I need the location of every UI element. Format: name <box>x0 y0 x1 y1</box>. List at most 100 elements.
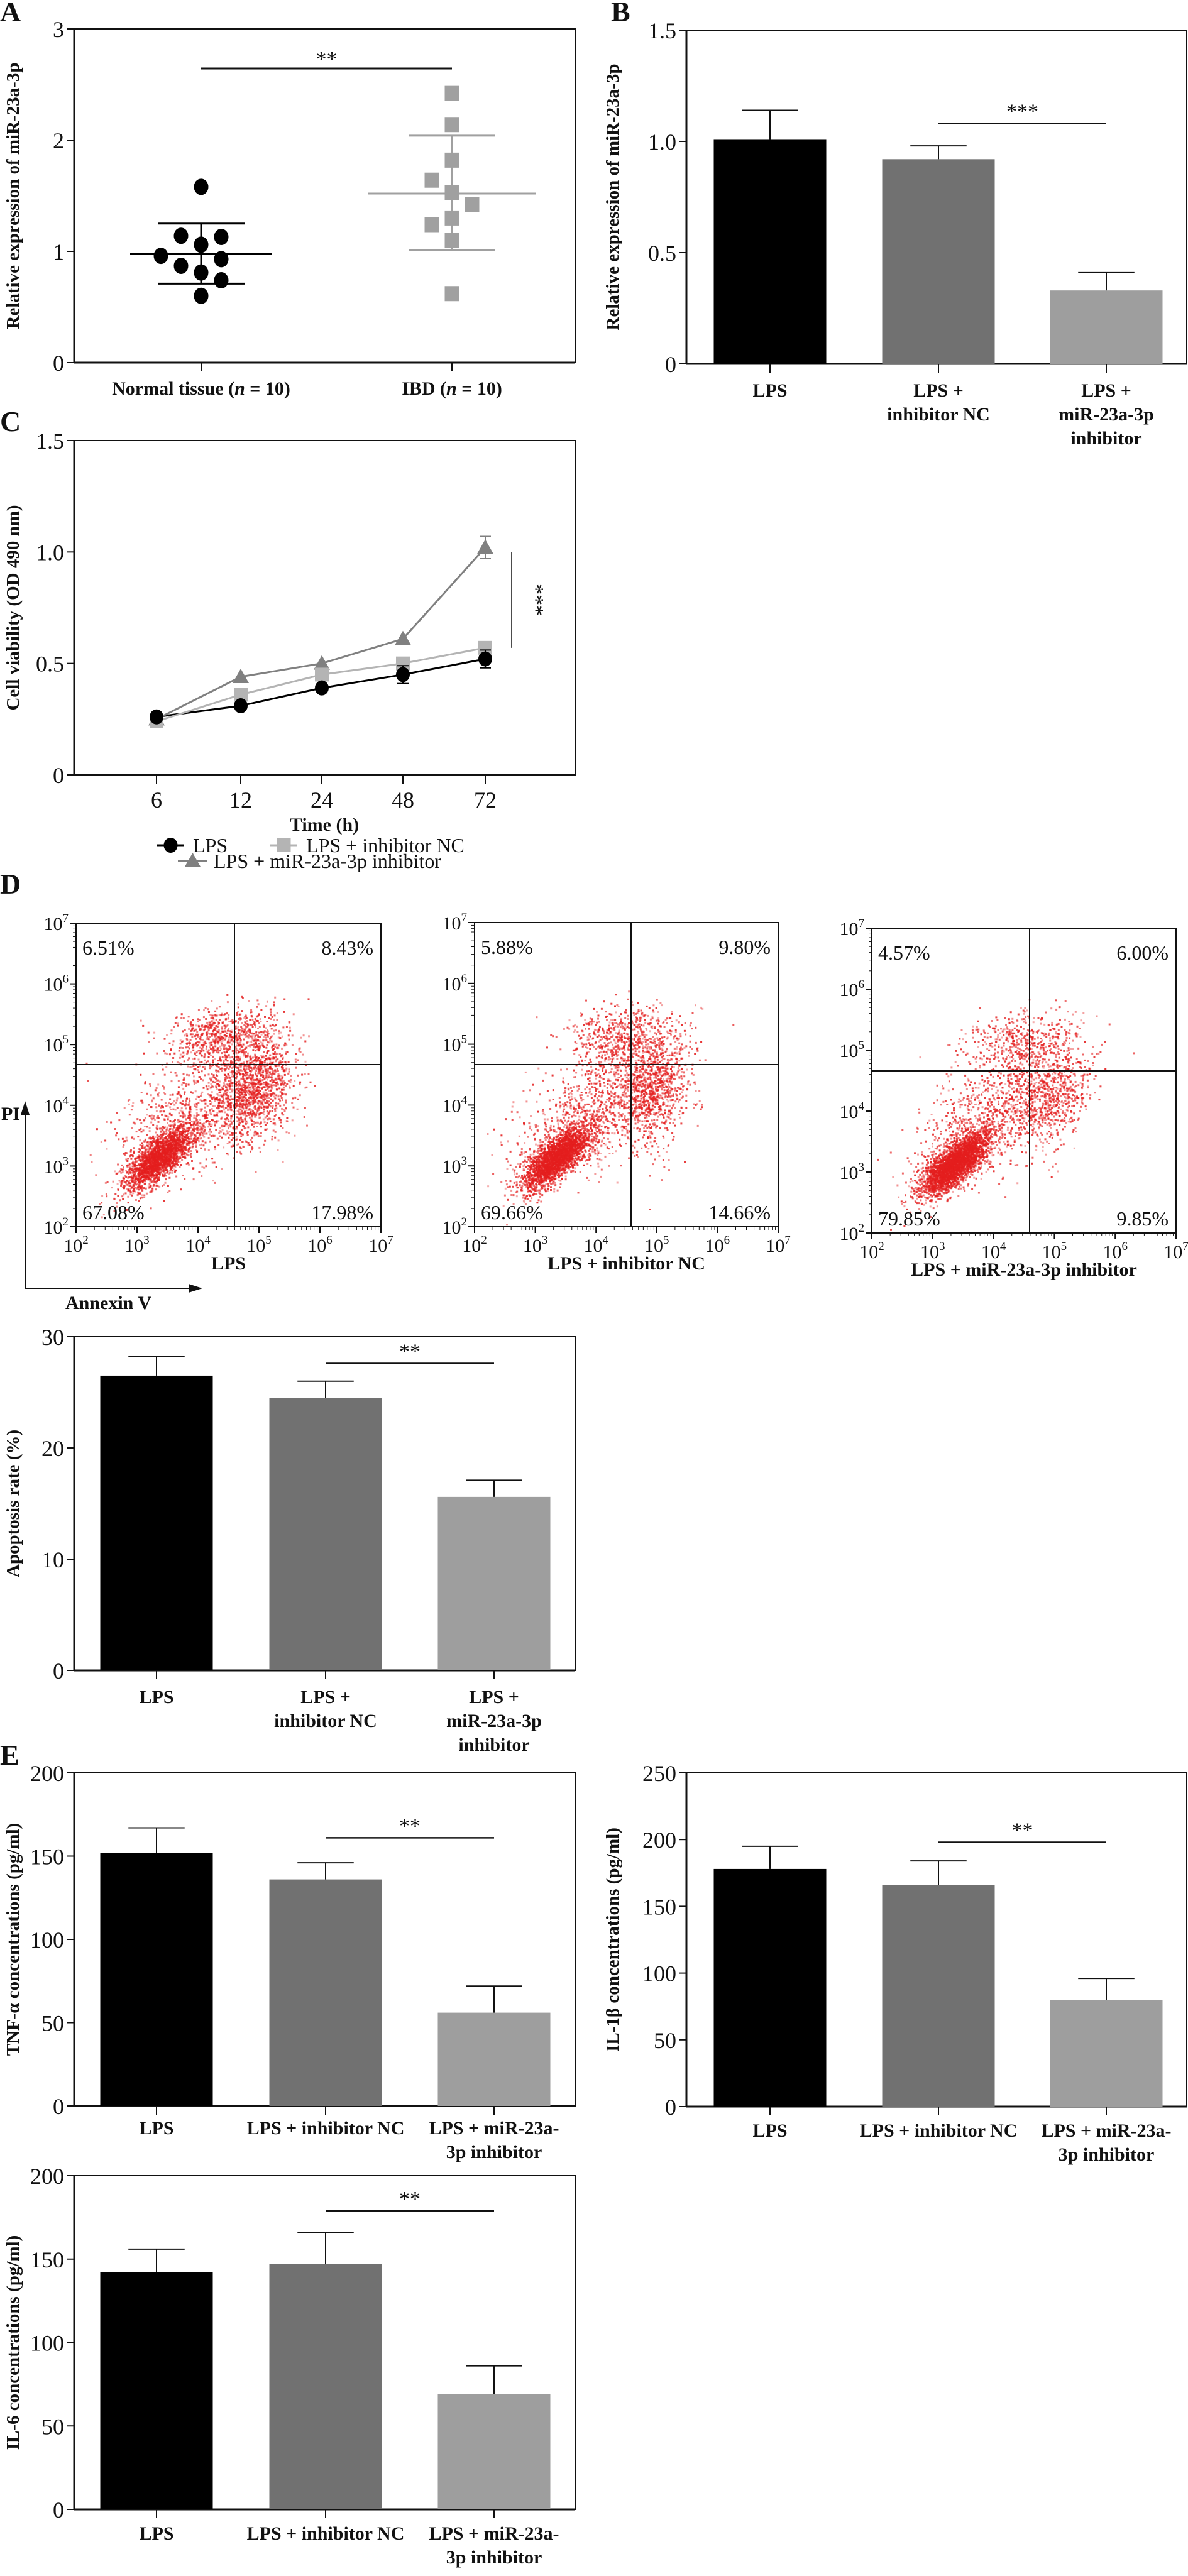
flow-dot <box>260 1067 263 1070</box>
flow-dot <box>299 1051 302 1053</box>
flow-dot <box>263 1065 266 1068</box>
flow-dot <box>211 1091 213 1093</box>
flow-dot <box>209 1014 211 1016</box>
flow-dot <box>248 1077 250 1079</box>
flow-dot <box>287 1080 290 1082</box>
flow-dot <box>144 1149 146 1151</box>
flow-dot <box>247 1085 249 1088</box>
flow-dot <box>152 1147 155 1149</box>
flow-dot <box>163 1173 166 1176</box>
flow-dot <box>207 1024 209 1026</box>
flow-dot <box>243 1093 246 1096</box>
flow-dot <box>163 1139 166 1142</box>
flow-dot <box>150 1148 153 1150</box>
flow-dot <box>182 1130 185 1132</box>
flow-dot <box>172 1137 173 1139</box>
flow-dot <box>228 1039 230 1041</box>
flow-dot <box>267 1113 270 1115</box>
flow-dot <box>245 1015 248 1017</box>
flow-dot <box>202 1041 205 1044</box>
flow-dot <box>288 1132 290 1134</box>
flow-dot <box>211 1020 213 1022</box>
flow-dot <box>265 1081 267 1083</box>
flow-dot <box>129 1171 131 1173</box>
flow-dot <box>211 1024 213 1027</box>
flow-dot <box>239 1131 242 1133</box>
flow-dot <box>210 1086 212 1088</box>
flow-dot <box>201 1091 204 1093</box>
flow-dot <box>175 1127 178 1129</box>
flow-dot <box>204 1148 206 1151</box>
flow-dot <box>143 1194 146 1197</box>
flow-dot <box>141 1142 143 1144</box>
flow-dot <box>151 1160 153 1162</box>
flow-dot <box>211 1027 213 1029</box>
significance-label: *** <box>1006 101 1038 124</box>
flow-dot <box>221 1102 223 1104</box>
flow-dot <box>256 999 259 1002</box>
flow-dot <box>152 1155 155 1157</box>
flow-dot <box>204 1099 206 1101</box>
flow-dot <box>180 1125 182 1127</box>
flow-dot <box>189 1066 192 1068</box>
flow-dot <box>140 1146 143 1149</box>
flow-dot <box>221 1028 224 1030</box>
flow-dot <box>226 994 229 996</box>
flow-dot <box>206 1036 209 1039</box>
flow-dot <box>228 1054 230 1056</box>
flow-dot <box>275 1053 277 1056</box>
flow-dot <box>177 1159 179 1161</box>
flow-dot <box>170 1049 172 1051</box>
flow-dot <box>266 1044 268 1046</box>
flow-dot <box>188 1126 190 1129</box>
flow-dot <box>129 1191 132 1193</box>
flow-dot <box>156 1128 158 1131</box>
flow-dot <box>254 1034 256 1037</box>
flow-dot <box>259 1036 261 1038</box>
flow-dot <box>255 1115 257 1118</box>
flow-dot <box>250 1061 252 1064</box>
flow-dot <box>287 1073 290 1075</box>
flow-dot <box>209 1054 212 1056</box>
flow-dot <box>258 1022 260 1024</box>
flow-dot <box>132 1180 135 1181</box>
flow-dot <box>140 1131 143 1133</box>
flow-dot <box>245 1141 248 1143</box>
flow-dot <box>167 1185 169 1187</box>
flow-dot <box>153 1170 155 1173</box>
flow-dot <box>241 1049 244 1051</box>
flow-dot <box>207 1049 210 1051</box>
flow-dot <box>251 1077 254 1080</box>
flow-dot <box>266 1128 268 1131</box>
flow-dot <box>278 1077 281 1080</box>
flow-dot <box>153 1137 155 1140</box>
flow-dot <box>282 1080 285 1083</box>
category-rest: = 10) <box>245 378 290 399</box>
flow-dot <box>246 1092 249 1094</box>
flow-dot <box>228 1048 231 1050</box>
flow-dot <box>146 1170 148 1173</box>
flow-dot <box>145 1175 147 1178</box>
flow-dot <box>244 1105 246 1108</box>
flow-dot <box>129 1182 131 1185</box>
flow-dot <box>267 1095 269 1097</box>
flow-dot <box>275 1079 277 1082</box>
flow-dot <box>290 1075 292 1077</box>
flow-dot <box>257 1102 260 1105</box>
flow-dot <box>199 1046 202 1049</box>
flow-dot <box>152 1166 155 1168</box>
flow-dot <box>274 1077 277 1080</box>
flow-dot <box>164 1052 167 1055</box>
flow-dot <box>137 1175 140 1177</box>
y-axis-title: Relative expression of miR-23a-3p <box>3 63 23 329</box>
flow-dot <box>113 1210 116 1212</box>
flow-dot <box>89 1154 92 1156</box>
flow-dot <box>151 1171 154 1174</box>
flow-dot <box>245 1109 248 1112</box>
flow-dot <box>147 1151 149 1153</box>
flow-dot <box>202 1066 204 1068</box>
flow-dot <box>155 1139 158 1142</box>
data-point-circle <box>194 287 209 304</box>
flow-dot <box>265 1039 268 1042</box>
flow-dot <box>307 1073 310 1075</box>
